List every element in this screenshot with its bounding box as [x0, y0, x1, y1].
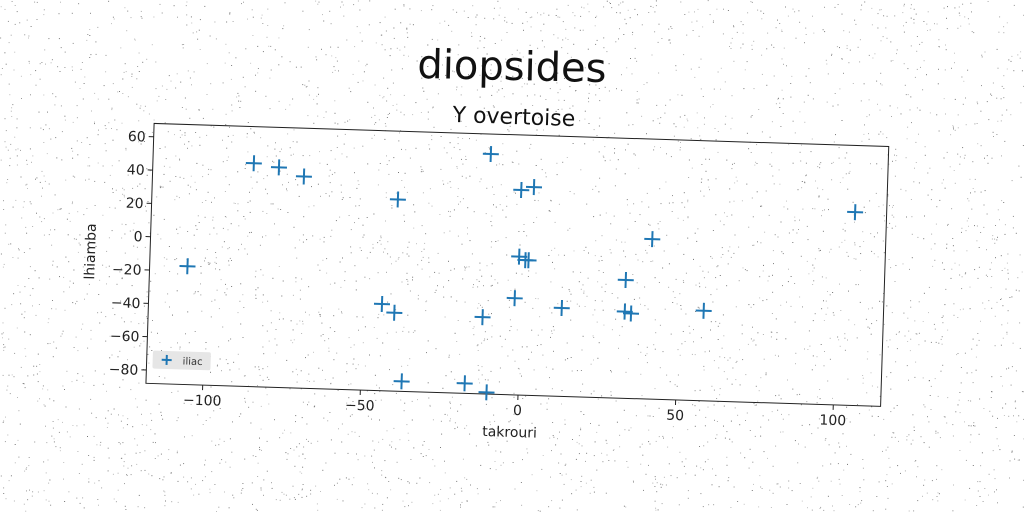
x-tick-label: 50 — [666, 408, 684, 425]
y-tick-label: 0 — [133, 229, 142, 245]
x-tick-label: 100 — [819, 412, 846, 429]
x-tick-label: 0 — [513, 403, 522, 419]
chart-title: diopsides — [417, 42, 607, 92]
y-tick-label: −80 — [109, 362, 139, 379]
y-tick-label: −60 — [110, 328, 140, 345]
x-tick-label: −100 — [183, 392, 222, 409]
y-axis-label: lhiamba — [82, 223, 100, 280]
legend-label: iliac — [182, 356, 202, 368]
y-tick-label: 60 — [128, 129, 146, 146]
x-tick-label: −50 — [345, 398, 375, 415]
y-tick-label: 40 — [127, 162, 145, 179]
legend: iliac — [152, 351, 211, 371]
y-tick-label: −40 — [111, 295, 141, 312]
x-axis-label: takrouri — [482, 424, 537, 442]
y-tick-label: −20 — [112, 262, 142, 279]
y-tick-label: 20 — [125, 196, 143, 213]
chart-subtitle: Y overtoise — [451, 103, 575, 132]
